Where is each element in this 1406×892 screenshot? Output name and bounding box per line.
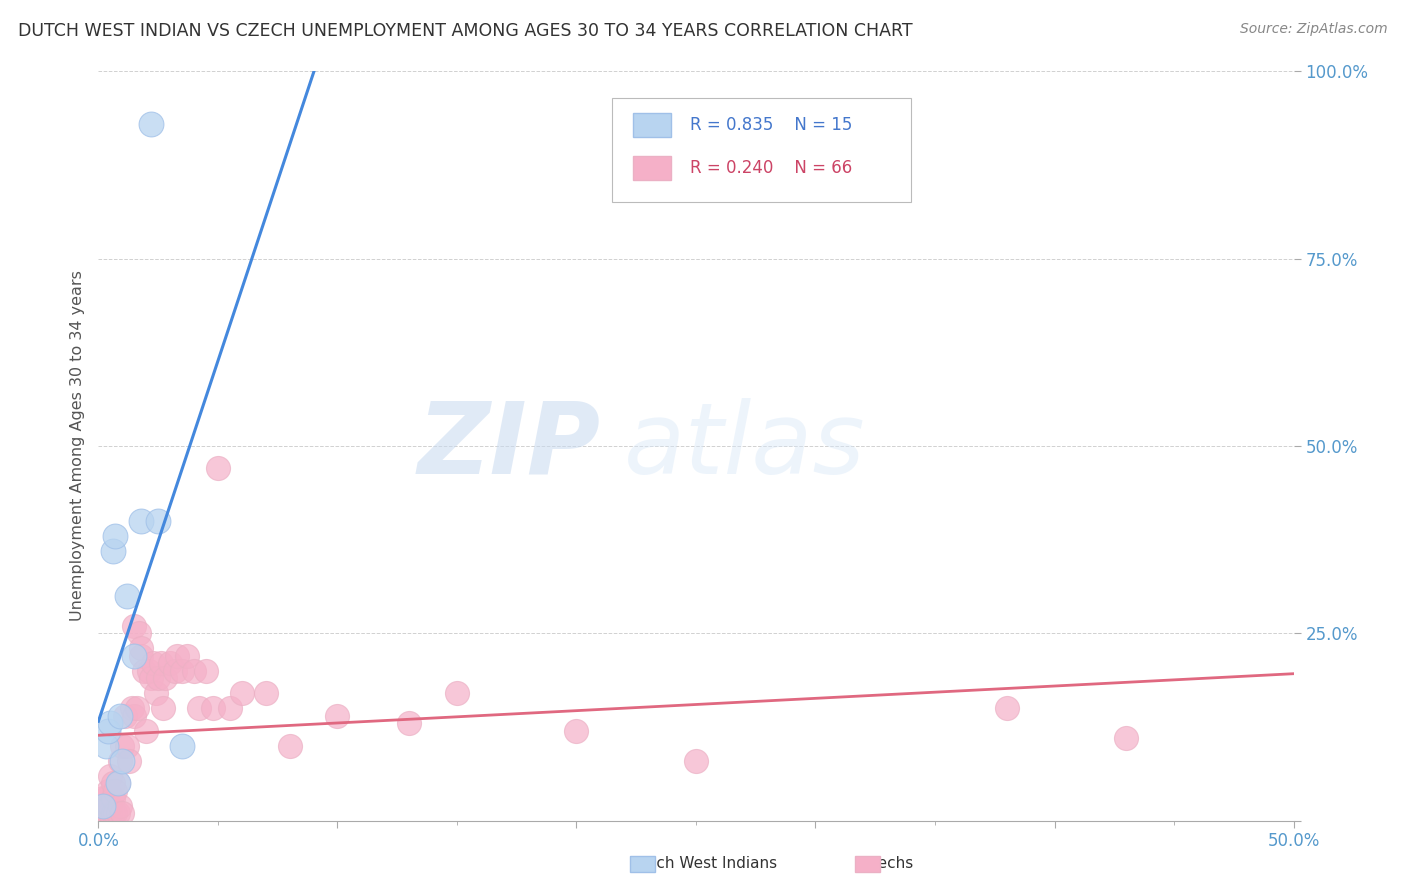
Point [124, 708, 146, 723]
Point [108, 798, 131, 813]
Point [97, 723, 120, 738]
Point [98, 806, 122, 821]
Point [94, 806, 117, 821]
Point [187, 701, 209, 715]
Point [91, 806, 114, 821]
Point [131, 648, 153, 663]
Point [166, 648, 188, 663]
Text: R = 0.240    N = 66: R = 0.240 N = 66 [690, 159, 852, 177]
Point [138, 664, 160, 678]
Point [278, 739, 301, 753]
Point [145, 686, 167, 700]
Point [91, 798, 114, 813]
Point [125, 701, 148, 715]
Point [124, 648, 146, 663]
Point [446, 686, 468, 700]
Point [172, 739, 194, 753]
Point [131, 641, 153, 656]
Point [104, 529, 127, 543]
Point [115, 739, 138, 753]
Point [685, 754, 707, 768]
Point [207, 461, 229, 475]
Point [118, 754, 141, 768]
Point [254, 686, 277, 700]
Point [155, 671, 177, 685]
Point [101, 776, 124, 790]
Point [159, 657, 181, 671]
Point [398, 716, 420, 731]
Point [565, 723, 588, 738]
Point [90, 806, 112, 821]
Point [91, 798, 114, 813]
Point [94, 791, 117, 805]
Point [97, 783, 120, 797]
Point [219, 701, 242, 715]
Point [195, 664, 218, 678]
Point [149, 657, 172, 671]
Point [152, 701, 174, 715]
FancyBboxPatch shape [613, 97, 911, 202]
Point [101, 806, 124, 821]
Point [142, 657, 165, 671]
Point [231, 686, 253, 700]
Point [172, 664, 194, 678]
Point [148, 671, 170, 685]
Point [104, 783, 127, 797]
Point [111, 754, 134, 768]
Point [1115, 731, 1137, 746]
Point [97, 806, 120, 821]
Point [163, 664, 186, 678]
Point [111, 739, 134, 753]
Point [114, 708, 136, 723]
Point [176, 648, 198, 663]
Point [121, 701, 143, 715]
Point [104, 806, 127, 821]
Point [90, 798, 112, 813]
Text: R = 0.835    N = 15: R = 0.835 N = 15 [690, 116, 852, 135]
Point [107, 806, 129, 821]
Point [139, 117, 162, 131]
Text: ZIP: ZIP [418, 398, 600, 494]
Point [124, 619, 146, 633]
Point [139, 671, 162, 685]
Point [202, 701, 225, 715]
Point [97, 798, 120, 813]
Point [995, 701, 1018, 715]
Text: DUTCH WEST INDIAN VS CZECH UNEMPLOYMENT AMONG AGES 30 TO 34 YEARS CORRELATION CH: DUTCH WEST INDIAN VS CZECH UNEMPLOYMENT … [18, 22, 912, 40]
Point [94, 739, 117, 753]
Point [135, 723, 157, 738]
Text: Source: ZipAtlas.com: Source: ZipAtlas.com [1240, 22, 1388, 37]
Point [111, 806, 134, 821]
Point [107, 776, 129, 790]
Point [98, 769, 122, 783]
Point [132, 664, 155, 678]
Text: atlas: atlas [624, 398, 866, 494]
Point [98, 716, 122, 731]
Point [326, 708, 349, 723]
Point [128, 626, 150, 640]
Point [94, 798, 117, 813]
Point [183, 664, 205, 678]
Bar [633, 156, 671, 180]
Point [107, 776, 129, 790]
Point [98, 798, 122, 813]
Point [108, 754, 131, 768]
Y-axis label: Unemployment Among Ages 30 to 34 years: Unemployment Among Ages 30 to 34 years [69, 270, 84, 622]
Bar [633, 113, 671, 137]
Point [148, 514, 170, 528]
Point [91, 791, 114, 805]
Point [115, 589, 138, 603]
Text: Czechs: Czechs [859, 856, 912, 871]
Point [101, 544, 124, 558]
Point [101, 791, 124, 805]
Point [108, 708, 131, 723]
Text: Dutch West Indians: Dutch West Indians [628, 856, 778, 871]
Point [131, 514, 153, 528]
